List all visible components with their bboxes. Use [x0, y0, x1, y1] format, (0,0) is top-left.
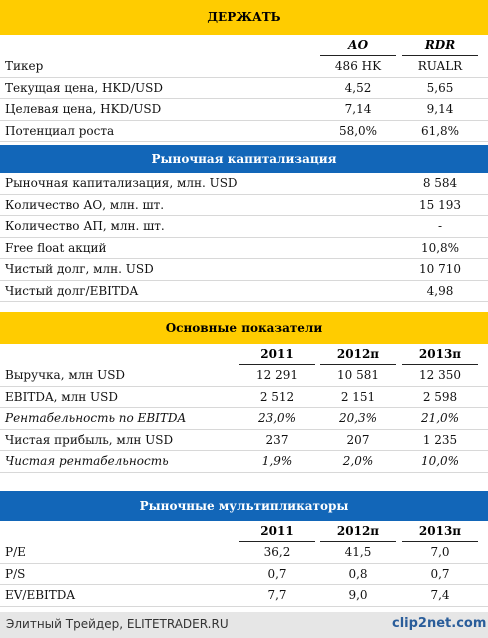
row-separator — [0, 584, 488, 585]
cell-value: 1,9% — [261, 454, 293, 468]
cell-value: 486 HK — [334, 59, 382, 73]
row-label: Чистый долг, млн. USD — [5, 262, 154, 276]
row-separator — [0, 562, 488, 564]
cell-value: 10 581 — [337, 368, 379, 382]
column-header: 2012п — [320, 521, 396, 542]
cell-value: 41,5 — [344, 545, 372, 559]
cell-value: 5,65 — [426, 80, 454, 95]
row-label: Free float акций — [5, 240, 107, 255]
row-separator — [0, 193, 488, 195]
cell-value: 9,0 — [348, 588, 368, 602]
row-separator — [0, 385, 488, 387]
column-header: АО — [320, 35, 396, 56]
row-label: EBITDA, млн USD — [5, 389, 118, 404]
cell-value: 1 235 — [422, 432, 458, 447]
cell-value: 4,52 — [344, 80, 372, 95]
cell-value: 0,7 — [430, 566, 450, 581]
cell-value: 7,7 — [267, 588, 287, 602]
row-separator — [0, 471, 488, 473]
cell-value: 10 710 — [419, 262, 461, 276]
cell-value: 20,3% — [338, 411, 378, 425]
cell-value: 2 598 — [422, 389, 458, 404]
column-header: 2013п — [402, 521, 478, 542]
cell-value: - — [437, 219, 443, 233]
cell-value: 9,14 — [426, 102, 454, 116]
cell-value: 7,4 — [430, 588, 450, 602]
column-header: 2012п — [320, 344, 396, 365]
cell-value: RUALR — [417, 59, 463, 73]
cell-value: 58,0% — [338, 123, 378, 138]
row-separator — [0, 215, 488, 216]
section-header: ДЕРЖАТЬ — [0, 0, 488, 35]
cell-value: 12 291 — [256, 368, 298, 382]
row-label: Выручка, млн USD — [5, 368, 126, 382]
row-separator — [0, 428, 488, 430]
logo[interactable]: clip2net.com — [392, 616, 487, 631]
row-separator — [0, 279, 488, 281]
footer-text: Элитный Трейдер, ELITETRADER.RU — [6, 617, 229, 631]
row-separator — [0, 119, 488, 121]
cell-value: 0,8 — [348, 566, 368, 581]
cell-value: 207 — [346, 432, 370, 447]
cell-value: 10,0% — [420, 454, 460, 468]
row-separator — [0, 407, 488, 408]
cell-value: 2,0% — [342, 454, 374, 468]
cell-value: 7,14 — [344, 102, 372, 116]
row-separator — [0, 76, 488, 78]
row-label: Потенциал роста — [5, 123, 115, 138]
row-separator — [0, 141, 488, 142]
row-label: Чистая прибыль, млн USD — [5, 432, 174, 447]
cell-value: 0,7 — [267, 566, 287, 581]
cell-value: 15 193 — [419, 197, 461, 212]
row-label: Текущая цена, HKD/USD — [5, 80, 164, 95]
column-header: 2011 — [239, 521, 315, 542]
row-separator — [0, 301, 488, 302]
row-label: Рыночная капитализация, млн. USD — [5, 176, 238, 190]
cell-value: 4,98 — [426, 283, 454, 298]
column-header: 2011 — [239, 344, 315, 365]
cell-value: 23,0% — [257, 411, 297, 425]
footer: Элитный Трейдер, ELITETRADER.RU clip2net… — [0, 612, 488, 638]
row-separator — [0, 258, 488, 259]
row-label: Целевая цена, HKD/USD — [5, 102, 162, 116]
section-header: Рыночная капитализация — [0, 145, 488, 173]
row-label: Чистый долг/EBITDA — [5, 283, 139, 298]
cell-value: 7,0 — [430, 545, 450, 559]
row-label: Тикер — [5, 59, 44, 73]
row-separator — [0, 236, 488, 238]
cell-value: 237 — [265, 432, 289, 447]
cell-value: 36,2 — [263, 545, 291, 559]
cell-value: 10,8% — [420, 240, 460, 255]
row-label: Рентабельность по EBITDA — [5, 411, 187, 425]
cell-value: 61,8% — [420, 123, 460, 138]
row-separator — [0, 605, 488, 607]
row-separator — [0, 450, 488, 451]
row-label: P/S — [5, 566, 26, 581]
cell-value: 2 512 — [259, 389, 295, 404]
row-label: Количество АО, млн. шт. — [5, 197, 165, 212]
cell-value: 21,0% — [420, 411, 460, 425]
cell-value: 12 350 — [419, 368, 461, 382]
column-header: RDR — [402, 35, 478, 56]
column-header: 2013п — [402, 344, 478, 365]
row-separator — [0, 98, 488, 99]
row-label: P/E — [5, 545, 26, 559]
section-header: Основные показатели — [0, 312, 488, 344]
cell-value: 8 584 — [422, 176, 458, 190]
row-label: Количество АП, млн. шт. — [5, 219, 165, 233]
row-label: EV/EBITDA — [5, 588, 76, 602]
section-header: Рыночные мультипликаторы — [0, 491, 488, 521]
cell-value: 2 151 — [340, 389, 376, 404]
row-label: Чистая рентабельность — [5, 454, 169, 468]
